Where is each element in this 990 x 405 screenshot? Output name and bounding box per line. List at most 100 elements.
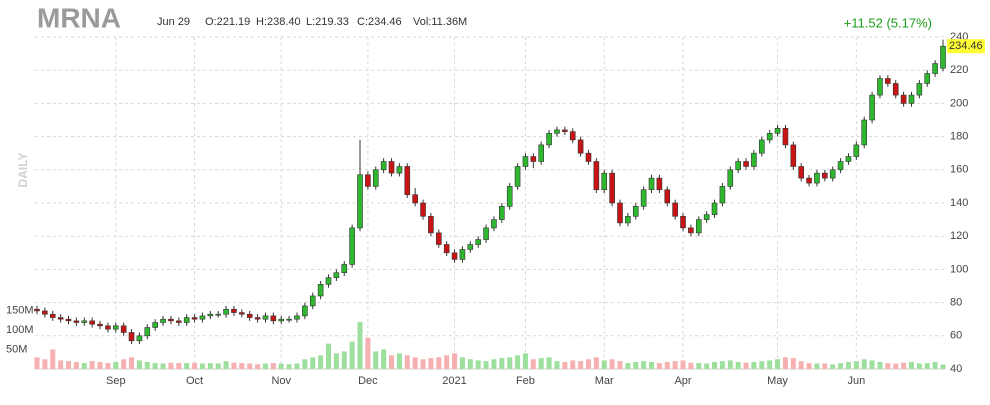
volume-bar <box>806 363 812 369</box>
volume-bar <box>278 363 284 369</box>
candle-body <box>176 320 182 323</box>
volume-bar <box>656 363 662 369</box>
candle-body <box>341 264 348 274</box>
candle-body <box>837 161 844 171</box>
volume-bar <box>869 360 875 369</box>
candle-body <box>302 305 308 317</box>
candle-body <box>798 166 804 179</box>
candle-body <box>869 94 875 121</box>
candle-body <box>120 325 127 333</box>
volume-bar <box>932 361 938 369</box>
volume-bar <box>318 355 324 369</box>
candle-body <box>191 317 198 320</box>
volume-bar <box>184 363 190 369</box>
candle-body <box>152 322 158 328</box>
volume-bar <box>751 361 757 369</box>
candle-body <box>365 174 371 187</box>
y-tick-label: 200 <box>950 97 968 109</box>
candle-body <box>112 325 119 330</box>
candle-body <box>168 318 174 322</box>
volume-bar <box>357 322 363 369</box>
candle-body <box>231 308 237 313</box>
y-tick-label: 180 <box>950 131 968 143</box>
candle-body <box>412 194 418 204</box>
volume-bar <box>672 361 678 369</box>
candle-body <box>577 139 584 154</box>
candle-body <box>207 313 214 317</box>
candle-body <box>183 317 190 323</box>
volume-bar <box>719 361 725 369</box>
volume-bar <box>853 361 859 369</box>
low-text: L:219.33 <box>306 16 349 28</box>
candle-body <box>199 315 206 320</box>
volume-bar <box>333 353 339 369</box>
volume-bar <box>570 360 576 369</box>
volume-bar <box>176 363 182 369</box>
volume-bar <box>365 337 371 369</box>
volume-bar <box>50 349 56 369</box>
candle-body <box>451 252 458 260</box>
x-tick-label: Oct <box>186 375 203 387</box>
candle-body <box>428 215 434 234</box>
y-tick-label: 160 <box>950 164 968 176</box>
volume-bar <box>759 361 765 369</box>
volume-bar <box>341 351 347 369</box>
volume-bar <box>459 357 465 369</box>
candle-body <box>317 284 324 297</box>
volume-bar <box>239 363 245 369</box>
candle-body <box>160 318 166 323</box>
candle-body <box>105 325 111 330</box>
candle-body <box>806 177 812 184</box>
volume-bar <box>838 363 844 369</box>
candle-body <box>506 186 513 207</box>
volume-bar <box>515 355 521 369</box>
candle-body <box>680 215 686 229</box>
volume-bar <box>830 364 836 369</box>
volume-bar <box>782 357 788 369</box>
candle-body <box>538 144 545 162</box>
candle-body <box>814 172 820 184</box>
y-tick-label: 140 <box>950 197 968 209</box>
volume-bar <box>507 357 513 369</box>
candle-body <box>617 202 623 224</box>
volume-tick-label: 150M <box>6 304 34 316</box>
volume-bar <box>294 363 300 369</box>
volume-bar <box>89 361 95 369</box>
candle-body <box>278 318 285 322</box>
volume-bar <box>901 362 907 369</box>
volume-bar <box>129 357 135 369</box>
volume-bar <box>270 363 276 369</box>
candle-body <box>829 169 836 179</box>
volume-bar <box>66 361 72 369</box>
volume-bar <box>412 357 418 369</box>
candle-body <box>546 132 552 146</box>
candle-body <box>357 174 363 229</box>
candle-body <box>491 219 497 229</box>
candle-body <box>766 132 773 141</box>
candle-body <box>499 206 505 220</box>
candle-body <box>89 320 95 325</box>
candle-body <box>42 310 48 315</box>
volume-bar <box>231 362 237 369</box>
volume-bar <box>940 364 946 369</box>
volume-bar <box>404 355 410 369</box>
candle-body <box>861 119 868 146</box>
volume-bar <box>262 363 268 369</box>
candle-body <box>648 177 655 191</box>
candle-body <box>459 249 466 260</box>
volume-bar <box>467 359 473 369</box>
labels: 40608010012014016018020022024050M100M150… <box>6 31 985 387</box>
candle-body <box>672 202 678 217</box>
volume-bar <box>389 355 395 369</box>
candle-body <box>790 144 797 167</box>
candle-body <box>325 277 332 285</box>
candle-body <box>782 128 789 146</box>
candle-body <box>822 172 828 179</box>
candle-body <box>877 78 883 96</box>
volume-bar <box>735 361 741 369</box>
volume-bar <box>775 359 781 369</box>
candle-body <box>774 128 781 134</box>
volume-bar <box>286 364 292 369</box>
candle-body <box>246 313 253 318</box>
volume-bar <box>34 357 40 369</box>
